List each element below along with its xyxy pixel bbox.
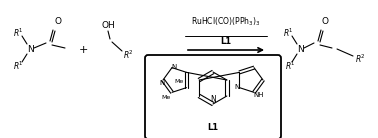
Text: RuHCl(CO)(PPh$_3$)$_3$: RuHCl(CO)(PPh$_3$)$_3$ (191, 16, 261, 28)
Text: O: O (322, 18, 328, 26)
Text: Me: Me (161, 95, 170, 100)
Text: O: O (54, 18, 62, 26)
FancyBboxPatch shape (145, 55, 281, 138)
Text: N: N (160, 80, 165, 86)
Text: N: N (210, 95, 216, 104)
Text: $R^1$: $R^1$ (285, 60, 296, 72)
Text: L1: L1 (220, 38, 232, 47)
Text: N: N (235, 84, 240, 90)
Text: $R^1$: $R^1$ (12, 60, 23, 72)
Text: Me: Me (174, 79, 183, 84)
Text: NH: NH (254, 92, 264, 98)
Text: +: + (78, 45, 88, 55)
Text: N: N (26, 46, 33, 55)
Text: KO$^t$Bu: KO$^t$Bu (214, 58, 239, 70)
Text: $R^2$: $R^2$ (355, 53, 366, 65)
Text: L1: L1 (208, 124, 218, 132)
Text: N: N (297, 46, 304, 55)
Text: $R^2$: $R^2$ (122, 49, 133, 61)
Text: $R^1$: $R^1$ (283, 27, 293, 39)
Text: N: N (171, 64, 177, 70)
Text: OH: OH (101, 22, 115, 30)
Text: $R^1$: $R^1$ (12, 27, 23, 39)
